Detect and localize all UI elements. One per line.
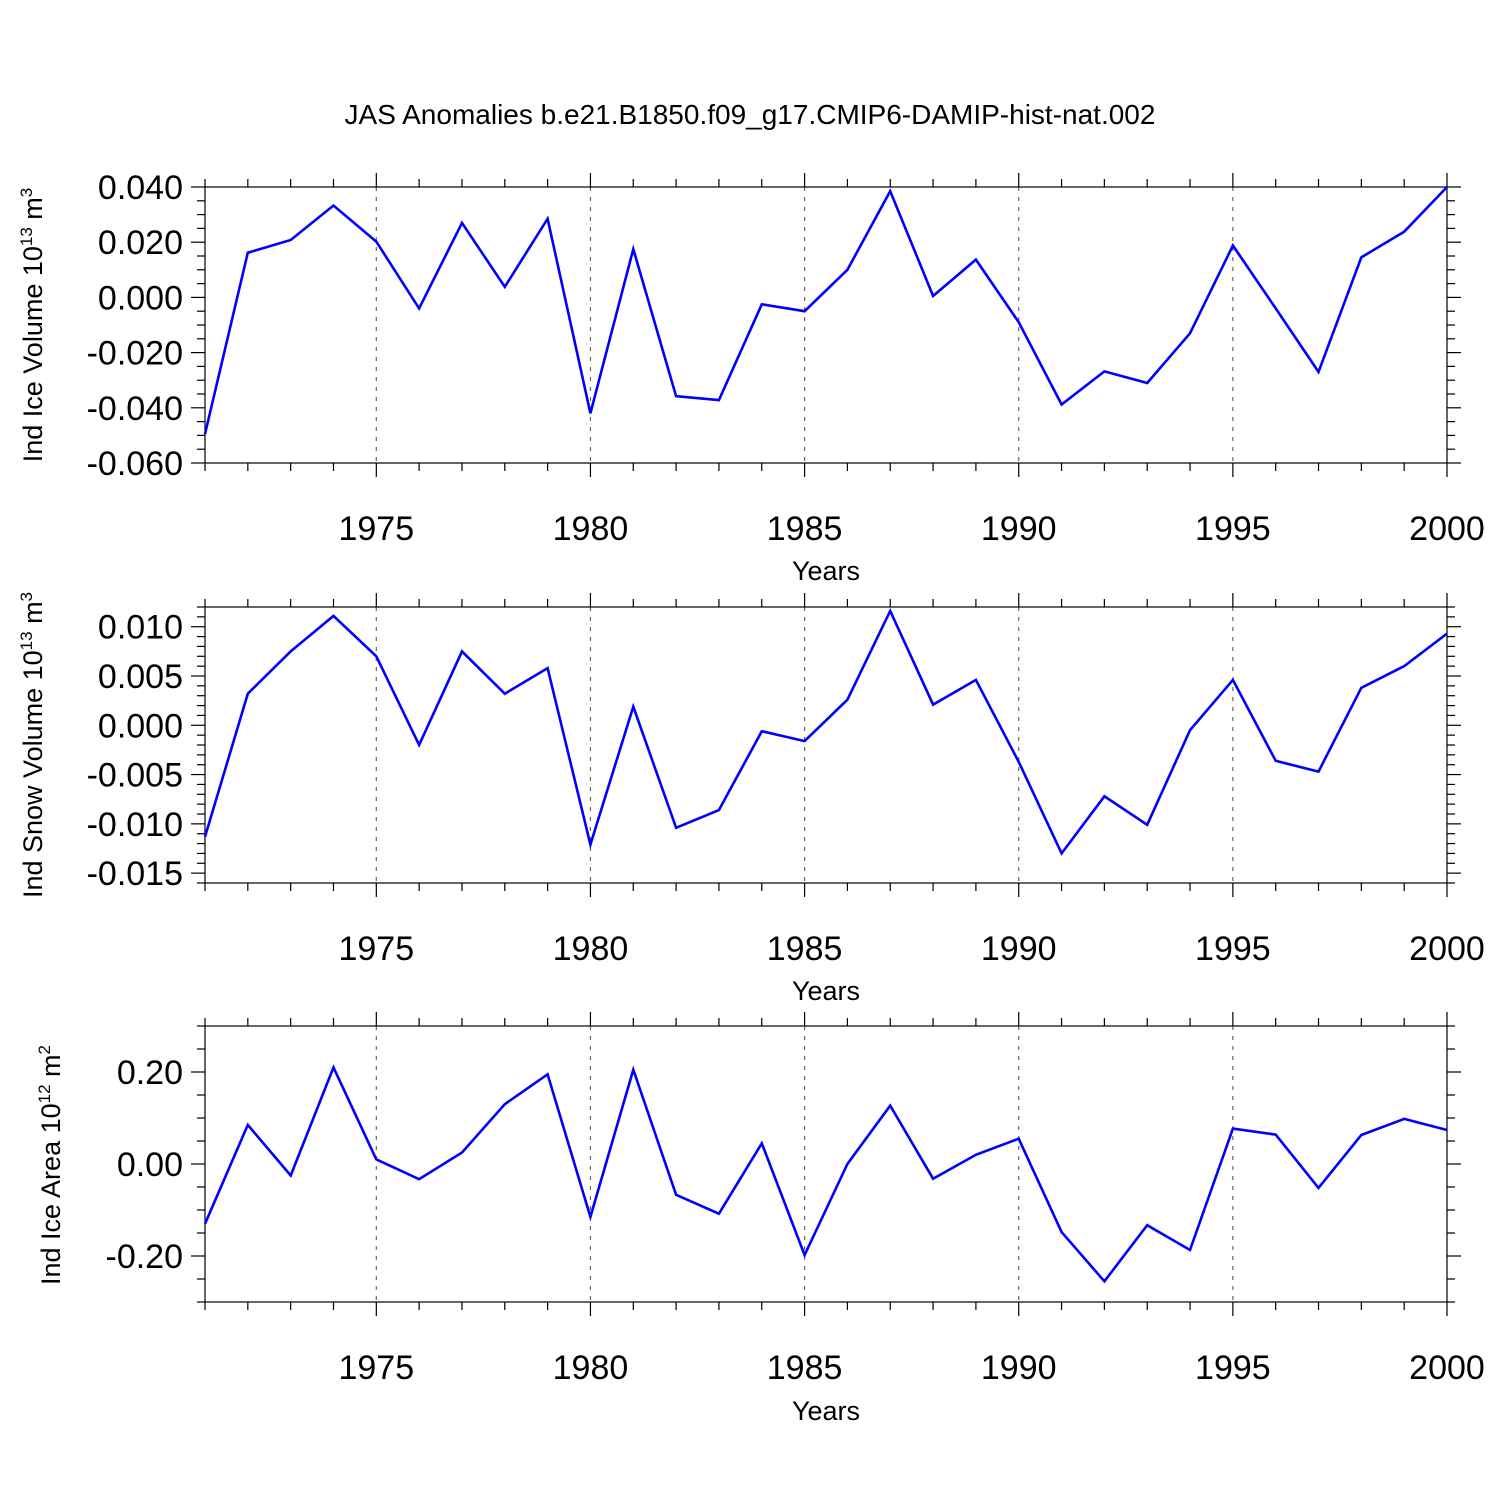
ice-volume-x-tick-label: 1995 [1195,510,1271,548]
snow-volume-x-tick-label: 2000 [1409,930,1485,968]
snow-volume-y-tick-label: 0.005 [98,658,183,696]
ice-volume-x-axis-label: Years [792,556,860,586]
ice-volume-y-tick-label: -0.020 [87,335,183,373]
ice-volume-x-tick-label: 1980 [553,510,629,548]
ice-volume-x-tick-label: 1985 [767,510,843,548]
ice-volume-panel: Ind Ice Volume 1013 m3 Years -0.060 -0.04… [17,169,1485,586]
snow-volume-y-tick-label: 0.010 [98,609,183,647]
ice-area-x-tick-label: 1975 [338,1349,414,1387]
ice-volume-series-line [203,186,1448,435]
snow-volume-x-tick-label: 1995 [1195,930,1271,968]
ice-area-x-tick-label: 1990 [981,1349,1057,1387]
ice-area-plot-frame [204,1025,1448,1303]
ice-area-x-tick-label: 1980 [553,1349,629,1387]
snow-volume-x-tick-label: 1975 [338,930,414,968]
snow-volume-y-axis-label: Ind Snow Volume 1013 m3 [17,592,48,898]
ice-area-y-axis-label: Ind Ice Area 1012 m2 [35,1045,66,1285]
ice-area-panel: Ind Ice Area 1012 m2 Years -0.20 0.00 0.20… [35,1012,1485,1426]
snow-volume-x-tick-label: 1980 [553,930,629,968]
figure-title: JAS Anomalies b.e21.B1850.f09_g17.CMIP6-… [345,99,1156,130]
snow-volume-y-tick-label: -0.005 [87,757,183,795]
ice-area-x-tick-label: 2000 [1409,1349,1485,1387]
ice-area-y-tick-label: 0.00 [117,1146,183,1184]
ice-area-y-tick-label: 0.20 [117,1054,183,1092]
ice-area-series-line [203,1064,1448,1284]
ice-area-x-tick-label: 1995 [1195,1349,1271,1387]
snow-volume-series-line [203,607,1448,856]
snow-volume-y-tick-label: -0.010 [87,806,183,844]
snow-volume-y-tick-label: -0.015 [87,855,183,893]
ice-volume-y-axis-label: Ind Ice Volume 1013 m3 [17,188,48,463]
ice-volume-x-tick-label: 1975 [338,510,414,548]
snow-volume-x-axis-label: Years [792,976,860,1006]
ice-volume-x-tick-label: 1990 [981,510,1057,548]
snow-volume-plot-frame [204,606,1448,884]
ice-volume-y-tick-label: 0.040 [98,169,183,207]
ice-volume-y-tick-label: -0.040 [87,390,183,428]
snow-volume-x-tick-label: 1990 [981,930,1057,968]
ice-volume-x-tick-label: 2000 [1409,510,1485,548]
snow-volume-y-tick-label: 0.000 [98,707,183,745]
snow-volume-x-tick-label: 1985 [767,930,843,968]
ice-volume-plot-frame [204,186,1448,464]
ice-volume-y-tick-label: 0.020 [98,224,183,262]
ice-area-x-tick-label: 1985 [767,1349,843,1387]
ice-area-x-axis-label: Years [792,1396,860,1426]
ice-area-y-tick-label: -0.20 [106,1238,184,1276]
ice-volume-y-tick-label: 0.000 [98,279,183,317]
snow-volume-panel: Ind Snow Volume 1013 m3 Years -0.015 -0.0… [17,592,1485,1006]
ice-volume-y-tick-label: -0.060 [87,445,183,483]
